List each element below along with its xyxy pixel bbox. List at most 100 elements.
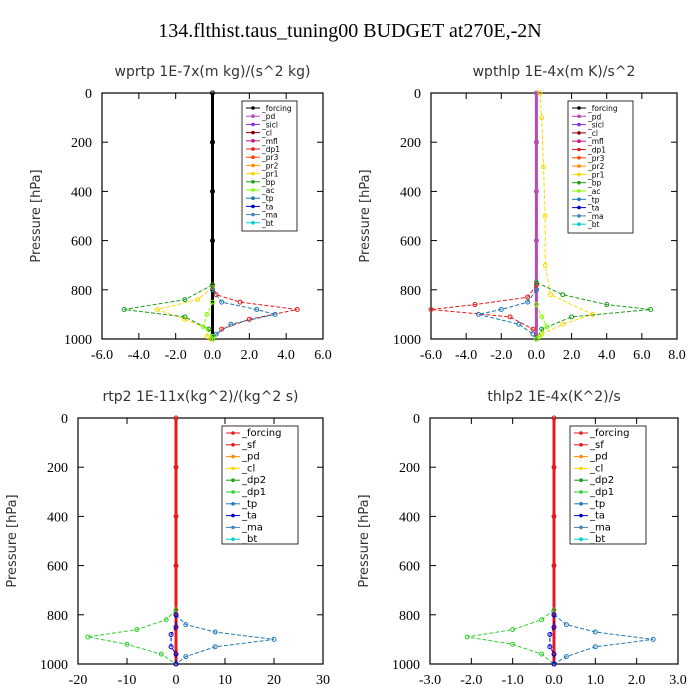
legend-marker [577, 205, 581, 210]
data-point [547, 644, 553, 650]
data-point [563, 654, 569, 660]
legend-marker [231, 502, 235, 506]
legend-marker [577, 172, 581, 177]
data-point [563, 622, 569, 628]
legend-label: _pr1 [261, 170, 279, 179]
data-point [183, 622, 189, 628]
legend-marker [251, 212, 255, 217]
data-point [183, 654, 189, 660]
series-line-tp [212, 289, 276, 340]
data-point [294, 306, 300, 312]
data-point [173, 464, 179, 470]
legend-marker [251, 106, 255, 110]
data-point [510, 641, 516, 647]
data-point [173, 563, 179, 569]
y-axis-label: Pressure [hPa] [358, 169, 373, 262]
x-tick-label: 30 [316, 673, 330, 688]
data-point [551, 661, 557, 667]
data-point [533, 287, 539, 293]
data-point [219, 326, 225, 332]
legend-label: _bp [587, 179, 602, 188]
panel-title: rtp2 1E-11x(kg^2)/(kg^2 s) [103, 389, 299, 405]
x-tick-label: 6.0 [314, 348, 332, 363]
plot-frame [77, 417, 324, 665]
data-point [219, 299, 225, 305]
legend-marker [231, 454, 235, 459]
legend-label: _pd [589, 452, 608, 463]
data-point [542, 262, 548, 268]
legend-label: _bt [587, 220, 600, 229]
legend-label: _ta [241, 511, 257, 522]
legend-label: _sicl [261, 120, 278, 129]
data-point [547, 292, 553, 298]
y-tick-label: 600 [71, 235, 92, 250]
data-point [604, 302, 610, 308]
x-tick-label: 4.0 [277, 348, 295, 363]
data-point [85, 634, 91, 640]
y-axis-label: Pressure [hPa] [29, 169, 44, 262]
data-point [182, 297, 188, 303]
legend-label: _pd [241, 452, 260, 463]
data-point [210, 238, 215, 244]
legend-label: _tp [241, 499, 257, 510]
data-point [533, 302, 539, 308]
y-tick-label: 1000 [393, 333, 421, 348]
legend-label: _dp1 [261, 145, 280, 154]
data-point [210, 282, 215, 288]
legend-label: _ac [587, 187, 600, 196]
series-line-pr1 [536, 92, 595, 340]
data-point [551, 612, 557, 618]
page-title: 134.flthist.taus_tuning00 BUDGET at270E,… [158, 20, 542, 42]
series-line-dp1 [430, 284, 537, 340]
data-point [182, 316, 188, 322]
legend-label: _pr2 [587, 162, 605, 171]
legend-marker [251, 147, 255, 151]
legend-label: _pr2 [261, 161, 279, 170]
legend-label: _forcing [241, 428, 282, 439]
data-point [210, 299, 215, 305]
data-point [200, 324, 206, 330]
legend-label: _mfl [261, 137, 278, 146]
legend-label: _forcing [589, 428, 630, 439]
x-tick-label: -2.0 [460, 673, 482, 688]
y-tick-label: 800 [399, 609, 420, 624]
legend-marker [579, 502, 583, 506]
x-tick-label: 0.0 [204, 348, 222, 363]
y-tick-label: 400 [71, 185, 92, 200]
legend-label: _dp1 [241, 487, 266, 498]
legend-marker [251, 171, 255, 176]
data-point [533, 188, 539, 194]
data-point [154, 306, 160, 312]
panel-title: wprtp 1E-7x(m kg)/(s^2 kg) [115, 64, 311, 80]
legend-label: _bp [261, 178, 276, 187]
data-point [173, 612, 179, 618]
legend-marker [577, 122, 581, 127]
x-tick-label: 0 [173, 673, 180, 688]
legend-marker [579, 466, 583, 471]
legend-label: _cl [261, 129, 272, 138]
data-point [204, 311, 210, 317]
data-point [206, 326, 212, 332]
legend-marker [251, 163, 255, 168]
data-point [560, 321, 566, 327]
data-point [228, 321, 234, 327]
y-tick-label: 1000 [64, 333, 92, 348]
x-tick-label: -6.0 [420, 348, 442, 363]
legend-marker [231, 443, 235, 447]
y-tick-label: 800 [47, 609, 68, 624]
data-point [533, 279, 539, 285]
data-point [592, 629, 598, 635]
x-tick-label: 1.0 [587, 673, 605, 688]
data-point [210, 90, 215, 96]
y-tick-label: 200 [47, 461, 68, 476]
data-point [158, 651, 164, 657]
legend-marker [251, 114, 255, 118]
data-point [210, 336, 215, 342]
x-tick-label: 6.0 [633, 348, 651, 363]
legend-marker [577, 106, 581, 110]
legend-label: _forcing [587, 104, 618, 113]
data-point [551, 651, 557, 657]
x-tick-label: 2.0 [563, 348, 581, 363]
legend-marker [251, 180, 255, 184]
